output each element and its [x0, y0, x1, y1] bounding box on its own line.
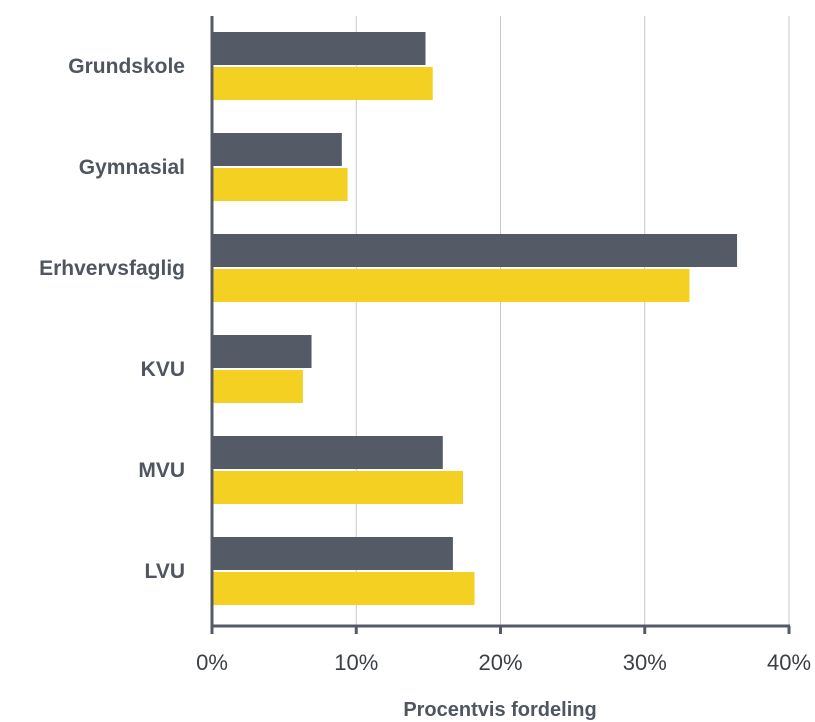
- bar-series-2: [212, 269, 690, 302]
- category-label: Grundskole: [68, 55, 185, 78]
- axes: [210, 16, 791, 634]
- bar-series-2: [212, 471, 463, 504]
- x-tick-label: 30%: [623, 650, 667, 675]
- category-label: Gymnasial: [79, 156, 185, 179]
- category-label: KVU: [141, 358, 185, 381]
- bar-series-1: [212, 32, 426, 65]
- x-tick-label: 40%: [767, 650, 811, 675]
- bar-series-1: [212, 335, 312, 368]
- x-tick-label: 0%: [196, 650, 228, 675]
- tick-labels: 0% 10% 20% 30% 40%: [196, 650, 811, 675]
- category-label: Erhvervsfaglig: [39, 257, 185, 280]
- bar-series-2: [212, 168, 348, 201]
- bar-series-1: [212, 436, 443, 469]
- bar-series-1: [212, 234, 738, 267]
- x-tick-label: 20%: [478, 650, 522, 675]
- x-axis-title: Procentvis fordeling: [403, 699, 596, 721]
- bar-series-1: [212, 537, 453, 570]
- bar-series-2: [212, 572, 475, 605]
- gridlines: [355, 16, 790, 626]
- x-tick-label: 10%: [334, 650, 378, 675]
- category-labels: Grundskole Gymnasial Erhvervsfaglig KVU MVU L…: [39, 55, 185, 583]
- category-label: LVU: [145, 560, 185, 583]
- bar-series-2: [212, 370, 303, 403]
- bar-series-2: [212, 67, 433, 100]
- bar-series-1: [212, 133, 342, 166]
- bars: [212, 32, 738, 605]
- category-label: MVU: [138, 459, 185, 482]
